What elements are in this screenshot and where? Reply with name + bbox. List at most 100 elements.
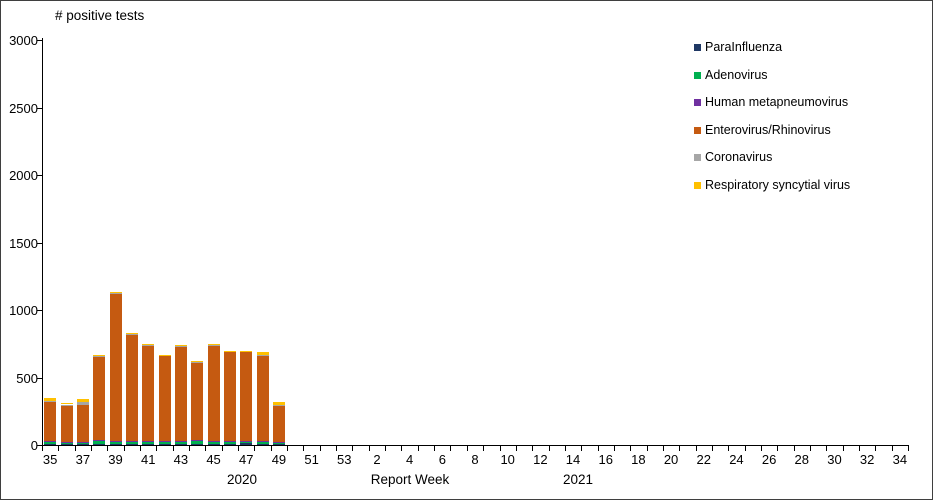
y-tick xyxy=(37,377,42,379)
chart-title: # positive tests xyxy=(55,8,145,23)
bar-segment-adenovirus-week-37 xyxy=(76,442,89,444)
legend-label: ParaInfluenza xyxy=(705,40,783,54)
bar-segment-enterovirus-rhinovirus-week-48 xyxy=(256,355,269,441)
bar-segment-adenovirus-week-43 xyxy=(174,441,187,444)
x-tick-label: 34 xyxy=(892,452,908,467)
x-tick xyxy=(417,446,419,451)
y-tick xyxy=(37,40,42,41)
y-tick xyxy=(37,242,42,244)
bar-segment-human-metapneumovirus-week-39 xyxy=(109,441,122,442)
x-tick-label: 51 xyxy=(304,452,319,467)
x-tick xyxy=(662,446,664,451)
x-tick xyxy=(842,446,844,451)
bar-segment-respiratory-syncytial-virus-week-40 xyxy=(125,332,138,334)
legend-swatch-icon xyxy=(694,154,701,162)
x-tick xyxy=(809,446,811,451)
bar-segment-respiratory-syncytial-virus-week-48 xyxy=(256,351,269,355)
bar-segment-enterovirus-rhinovirus-week-49 xyxy=(272,405,285,442)
x-tick xyxy=(793,446,795,451)
x-tick-label: 32 xyxy=(859,452,875,467)
x-tick xyxy=(908,446,909,451)
x-tick xyxy=(156,446,158,451)
bar-segment-respiratory-syncytial-virus-week-38 xyxy=(93,354,106,356)
bar-segment-parainfluenza-week-43 xyxy=(174,443,187,445)
x-tick-label: 8 xyxy=(471,452,479,467)
x-tick xyxy=(91,446,93,451)
bar-segment-enterovirus-rhinovirus-week-42 xyxy=(158,356,171,441)
x-tick xyxy=(254,446,256,451)
bar-segment-adenovirus-week-46 xyxy=(223,441,236,444)
bar-segment-coronavirus-week-39 xyxy=(109,293,122,295)
bar-segment-coronavirus-week-42 xyxy=(158,355,171,357)
bar-segment-parainfluenza-week-47 xyxy=(240,443,253,445)
bar-segment-adenovirus-week-49 xyxy=(272,442,285,445)
x-tick xyxy=(319,446,321,451)
bar-segment-parainfluenza-week-35 xyxy=(44,443,57,445)
bar-segment-adenovirus-week-38 xyxy=(93,440,106,445)
y-tick-label: 0 xyxy=(30,438,38,453)
x-tick xyxy=(172,446,174,451)
y-tick xyxy=(37,107,42,109)
bar-segment-enterovirus-rhinovirus-week-46 xyxy=(223,352,236,441)
x-tick-label: 14 xyxy=(565,452,581,467)
bar-segment-coronavirus-week-37 xyxy=(76,402,89,406)
x-tick-label: 41 xyxy=(140,452,156,467)
x-tick-label: 39 xyxy=(108,452,123,467)
x-tick xyxy=(205,446,207,451)
bar-segment-parainfluenza-week-39 xyxy=(109,443,122,445)
x-tick xyxy=(303,446,305,451)
bar-segment-coronavirus-week-49 xyxy=(272,405,285,406)
x-tick xyxy=(385,446,387,451)
bar-segment-human-metapneumovirus-week-40 xyxy=(125,440,138,442)
x-tick xyxy=(548,446,550,451)
x-tick xyxy=(434,446,436,451)
x-axis xyxy=(42,445,909,446)
y-tick xyxy=(37,445,42,446)
x-tick xyxy=(42,446,43,451)
bar-segment-human-metapneumovirus-week-38 xyxy=(93,440,106,441)
bar-segment-enterovirus-rhinovirus-week-36 xyxy=(60,405,73,442)
x-tick xyxy=(646,446,648,451)
x-tick-label: 6 xyxy=(438,452,446,467)
x-tick xyxy=(238,446,240,451)
axis-year-left-label: 2020 xyxy=(226,472,258,487)
bar-segment-parainfluenza-week-38 xyxy=(93,444,106,445)
x-tick xyxy=(728,446,730,451)
y-axis xyxy=(42,38,43,446)
x-tick xyxy=(891,446,893,451)
y-tick-label: 1500 xyxy=(9,235,38,251)
bar-segment-coronavirus-week-38 xyxy=(93,355,106,357)
bar-segment-adenovirus-week-39 xyxy=(109,441,122,444)
bar-segment-parainfluenza-week-45 xyxy=(207,443,220,445)
bar-segment-adenovirus-week-45 xyxy=(207,441,220,444)
x-tick xyxy=(74,446,76,451)
x-tick xyxy=(336,446,338,451)
x-tick xyxy=(630,446,632,451)
bar-segment-enterovirus-rhinovirus-week-37 xyxy=(76,405,89,442)
bar-segment-parainfluenza-week-44 xyxy=(191,443,204,445)
bar-segment-respiratory-syncytial-virus-week-35 xyxy=(44,397,57,402)
legend-swatch-icon xyxy=(694,71,701,79)
x-tick-label: 18 xyxy=(631,452,646,467)
x-tick-label: 10 xyxy=(500,452,515,467)
x-tick xyxy=(450,446,452,451)
y-tick xyxy=(37,175,42,176)
bar-segment-adenovirus-week-35 xyxy=(44,441,57,444)
bar-segment-parainfluenza-week-48 xyxy=(256,443,269,445)
bar-segment-adenovirus-week-41 xyxy=(142,441,155,444)
bar-segment-human-metapneumovirus-week-48 xyxy=(256,440,269,442)
x-tick xyxy=(499,446,501,451)
x-tick-label: 47 xyxy=(239,452,254,467)
x-tick xyxy=(532,446,534,451)
y-tick-label: 2500 xyxy=(9,100,38,116)
bar-segment-respiratory-syncytial-virus-week-44 xyxy=(191,360,204,362)
bar-segment-adenovirus-week-44 xyxy=(191,441,204,444)
bar-segment-enterovirus-rhinovirus-week-43 xyxy=(174,346,187,441)
axis-year-right-label: 2021 xyxy=(562,472,594,487)
bar-segment-respiratory-syncytial-virus-week-41 xyxy=(142,344,155,346)
x-tick-label: 53 xyxy=(337,452,352,467)
x-tick-label: 12 xyxy=(533,452,548,467)
bar-segment-coronavirus-week-44 xyxy=(191,361,204,363)
legend-swatch-icon xyxy=(694,99,701,107)
